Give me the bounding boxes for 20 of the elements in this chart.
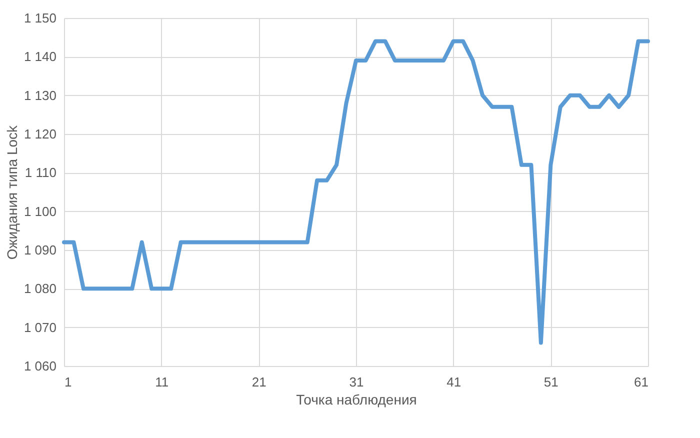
x-tick-label: 11 xyxy=(155,374,169,390)
x-axis-title: Точка наблюдения xyxy=(296,392,417,408)
y-tick-label: 1 110 xyxy=(24,165,56,180)
y-tick-label: 1 100 xyxy=(24,204,56,219)
x-tick-label: 41 xyxy=(446,374,462,390)
x-tick-label: 1 xyxy=(64,374,72,390)
line-series xyxy=(62,39,650,345)
y-tick-label: 1 130 xyxy=(24,88,56,103)
x-tick-label: 21 xyxy=(252,374,266,390)
x-tick-label: 51 xyxy=(544,374,558,390)
x-tick-label: 31 xyxy=(349,374,364,390)
y-tick-label: 1 090 xyxy=(24,242,56,258)
y-tick-label: 1 150 xyxy=(24,10,56,26)
y-tick-label: 1 070 xyxy=(24,320,56,335)
y-tick-label: 1 120 xyxy=(24,126,56,142)
y-tick-label: 1 080 xyxy=(24,281,56,296)
y-tick-label: 1 140 xyxy=(24,49,56,64)
x-tick-label: 61 xyxy=(634,374,648,390)
y-tick-label: 1 060 xyxy=(24,358,56,374)
y-axis-title: Ожидания типа Lock xyxy=(4,124,20,260)
